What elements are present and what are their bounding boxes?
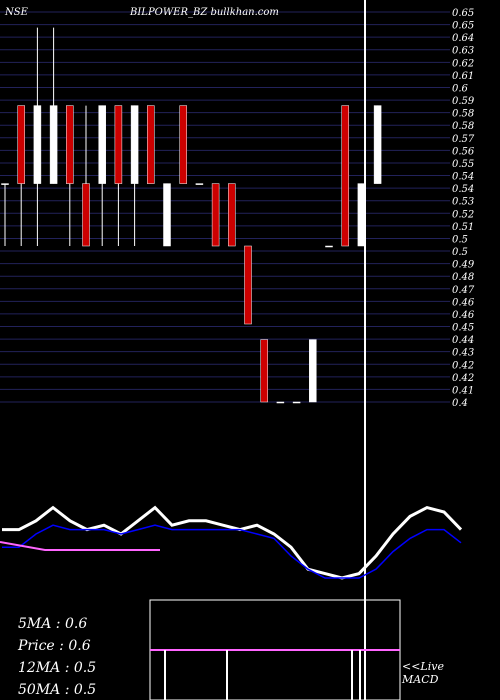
y-tick-label: 0.43: [452, 348, 474, 359]
y-tick-label: 0.6: [452, 83, 469, 94]
y-tick-label: 0.49: [452, 260, 475, 271]
y-tick-label: 0.48: [452, 272, 474, 283]
candlestick-series: [1, 27, 382, 404]
y-tick-label: 0.41: [452, 385, 474, 396]
candle-up: [195, 183, 204, 185]
candle-up: [373, 105, 382, 184]
y-tick-label: 0.59: [452, 96, 475, 107]
y-tick-label: 0.54: [452, 172, 474, 183]
candle-down: [17, 105, 25, 184]
y-tick-label: 0.46: [452, 310, 475, 321]
y-tick-label: 0.63: [452, 46, 474, 57]
macd-label-line2: MACD: [401, 673, 439, 686]
y-tick-label: 0.57: [452, 134, 475, 145]
candle-up: [33, 105, 42, 184]
macd-label-line1: <<Live: [402, 660, 444, 673]
y-tick-label: 0.58: [452, 109, 474, 120]
stat-12ma: 12MA : 0.5: [18, 660, 96, 676]
candle-up: [292, 401, 301, 404]
candle-up: [49, 105, 58, 184]
y-tick-label: 0.5: [452, 234, 468, 245]
stat-price: Price : 0.6: [17, 638, 91, 654]
stat-5ma: 5MA : 0.6: [18, 616, 87, 632]
y-tick-label: 0.53: [452, 197, 474, 208]
candle-down: [66, 105, 74, 184]
candle-up: [309, 339, 317, 403]
moving-average-lines: [0, 505, 463, 580]
symbol-title: BILPOWER_BZ bullkhan.com: [129, 7, 279, 18]
candle-down: [260, 339, 268, 403]
y-tick-label: 0.44: [452, 335, 474, 346]
y-tick-label: 0.54: [452, 184, 474, 195]
y-tick-label: 0.58: [452, 121, 474, 132]
y-tick-label: 0.4: [452, 398, 468, 409]
y-tick-label: 0.62: [452, 58, 474, 69]
y-tick-label: 0.46: [452, 297, 475, 308]
ma-line-flat: [0, 541, 160, 551]
y-tick-label: 0.55: [452, 159, 474, 170]
stat-50ma: 50MA : 0.5: [18, 682, 96, 698]
candle-down: [244, 245, 252, 325]
y-tick-label: 0.65: [452, 21, 474, 32]
y-tick-label: 0.45: [452, 323, 474, 334]
y-tick-label: 0.61: [452, 71, 474, 82]
candle-down: [228, 183, 236, 247]
candle-up: [276, 401, 285, 404]
candle-up: [130, 105, 139, 184]
y-tick-label: 0.65: [452, 8, 474, 19]
macd-series: [150, 649, 400, 700]
y-tick-label: 0.56: [452, 146, 475, 157]
candle-down: [82, 183, 90, 247]
y-tick-label: 0.42: [452, 373, 474, 384]
candle-up: [357, 183, 366, 247]
y-tick-label: 0.5: [452, 247, 468, 258]
exchange-label: NSE: [4, 7, 29, 18]
candle-up: [98, 105, 106, 184]
candle-down: [211, 183, 220, 247]
candle-down: [147, 105, 155, 184]
y-tick-label: 0.51: [452, 222, 474, 233]
candle-up: [163, 183, 171, 247]
y-tick-label: 0.47: [452, 285, 475, 296]
price-grid: [0, 11, 450, 403]
candle-down: [179, 105, 187, 184]
y-tick-label: 0.42: [452, 360, 474, 371]
y-axis-labels: 0.650.650.640.630.620.610.60.590.580.580…: [452, 8, 475, 409]
candle-down: [341, 105, 349, 247]
y-tick-label: 0.52: [452, 209, 474, 220]
candle-down: [114, 105, 123, 184]
y-tick-label: 0.64: [452, 33, 474, 44]
ma-line-1: [2, 524, 462, 579]
macd-label: <<Live MACD: [401, 660, 447, 686]
ma-line-0: [2, 505, 463, 580]
candle-up: [1, 183, 9, 185]
candle-up: [325, 245, 333, 248]
